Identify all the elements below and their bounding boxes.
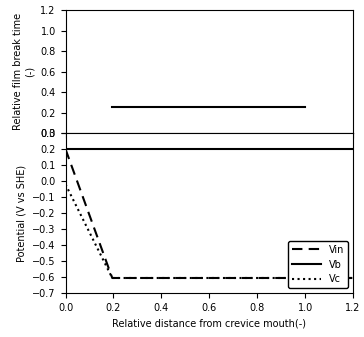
Vc: [285, 276, 290, 280]
Vb: [95, 147, 100, 151]
Vc: [105, 266, 109, 270]
Vc: [110, 276, 114, 280]
Vb: [159, 147, 163, 151]
Vb: [351, 147, 355, 151]
Vin: [285, 276, 290, 280]
Vin: [239, 276, 244, 280]
Vb: [287, 147, 291, 151]
Vin: [105, 262, 109, 266]
Vc: [351, 276, 355, 280]
Line: Vin: Vin: [66, 149, 353, 278]
Legend: Vin, Vb, Vc: Vin, Vb, Vc: [288, 241, 348, 288]
Vin: [105, 263, 110, 267]
Vc: [105, 266, 110, 270]
Vb: [319, 147, 323, 151]
Vin: [64, 148, 68, 152]
Vb: [255, 147, 260, 151]
Vc: [64, 183, 68, 187]
Vc: [239, 276, 244, 280]
Vb: [127, 147, 132, 151]
Vin: [106, 266, 111, 270]
Y-axis label: Relative film break time
(-): Relative film break time (-): [13, 13, 35, 130]
Vb: [63, 147, 68, 151]
Vin: [63, 147, 68, 151]
X-axis label: Relative distance from crevice mouth(-): Relative distance from crevice mouth(-): [112, 318, 306, 329]
Vb: [223, 147, 228, 151]
Vin: [110, 276, 114, 280]
Vb: [191, 147, 195, 151]
Vin: [351, 276, 355, 280]
Vc: [63, 182, 68, 186]
Line: Vc: Vc: [66, 184, 353, 278]
Vc: [106, 269, 111, 273]
Y-axis label: Potential (V vs SHE): Potential (V vs SHE): [17, 165, 27, 262]
